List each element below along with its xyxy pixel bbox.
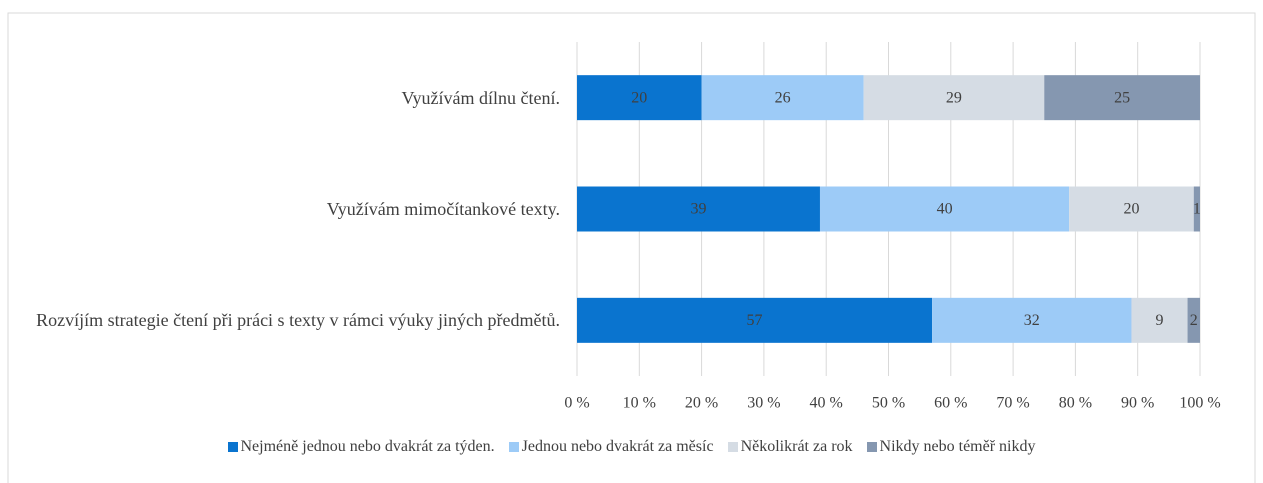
bar-segment	[577, 186, 820, 232]
bar-segment	[932, 297, 1132, 343]
x-tick-label: 0 %	[564, 395, 589, 412]
bar-segment	[1044, 75, 1200, 121]
x-tick-label: 50 %	[872, 395, 905, 412]
legend-swatch	[866, 442, 877, 452]
bar-segment	[701, 75, 864, 121]
data-label: 25	[1114, 89, 1130, 106]
legend-item: Nikdy nebo téměř nikdy	[866, 438, 1036, 456]
x-tick-label: 60 %	[934, 395, 967, 412]
bar-segment	[1193, 186, 1200, 232]
x-tick-label: 70 %	[996, 395, 1029, 412]
x-tick-label: 90 %	[1121, 395, 1154, 412]
legend-item: Jednou nebo dvakrát za měsíc	[508, 438, 714, 456]
legend: Nejméně jednou nebo dvakrát za týden. Jed…	[0, 438, 1263, 456]
legend-label: Nikdy nebo téměř nikdy	[879, 438, 1036, 455]
x-tick-label: 100 %	[1179, 395, 1220, 412]
data-label: 9	[1156, 312, 1164, 329]
bar-segment	[577, 297, 933, 343]
data-label: 1	[1193, 201, 1201, 218]
data-label: 29	[946, 89, 962, 106]
bar-segment	[1069, 186, 1194, 232]
bar-segment	[1131, 297, 1188, 343]
x-tick-label: 10 %	[623, 395, 656, 412]
x-tick-label: 80 %	[1059, 395, 1092, 412]
legend-swatch	[227, 442, 238, 452]
bar-segment	[819, 186, 1070, 232]
category-label: Rozvíjím strategie čtení při práci s tex…	[36, 310, 560, 331]
bar-segment	[863, 75, 1045, 121]
data-label: 2	[1190, 312, 1198, 329]
legend-swatch	[508, 442, 519, 452]
legend-label: Jednou nebo dvakrát za měsíc	[521, 438, 714, 455]
x-tick-label: 30 %	[747, 395, 780, 412]
chart-border	[7, 12, 1256, 483]
category-label: Využívám dílnu čtení.	[401, 87, 560, 108]
category-label: Využívám mimočítankové texty.	[326, 199, 560, 219]
bar-segment	[577, 75, 702, 121]
legend-label: Nejméně jednou nebo dvakrát za týden.	[240, 438, 495, 455]
x-tick-label: 20 %	[685, 395, 718, 412]
data-label: 20	[631, 89, 647, 106]
data-label: 20	[1123, 201, 1139, 218]
legend-item: Nejméně jednou nebo dvakrát za týden.	[227, 438, 495, 456]
legend-swatch	[727, 442, 738, 452]
data-label: 39	[690, 201, 706, 218]
data-label: 26	[775, 89, 791, 106]
data-label: 57	[747, 312, 763, 329]
data-label: 40	[937, 201, 953, 218]
x-tick-label: 40 %	[810, 395, 843, 412]
data-label: 32	[1024, 312, 1040, 329]
legend-item: Několikrát za rok	[727, 438, 853, 456]
legend-label: Několikrát za rok	[740, 438, 853, 455]
bar-segment	[1187, 297, 1200, 343]
